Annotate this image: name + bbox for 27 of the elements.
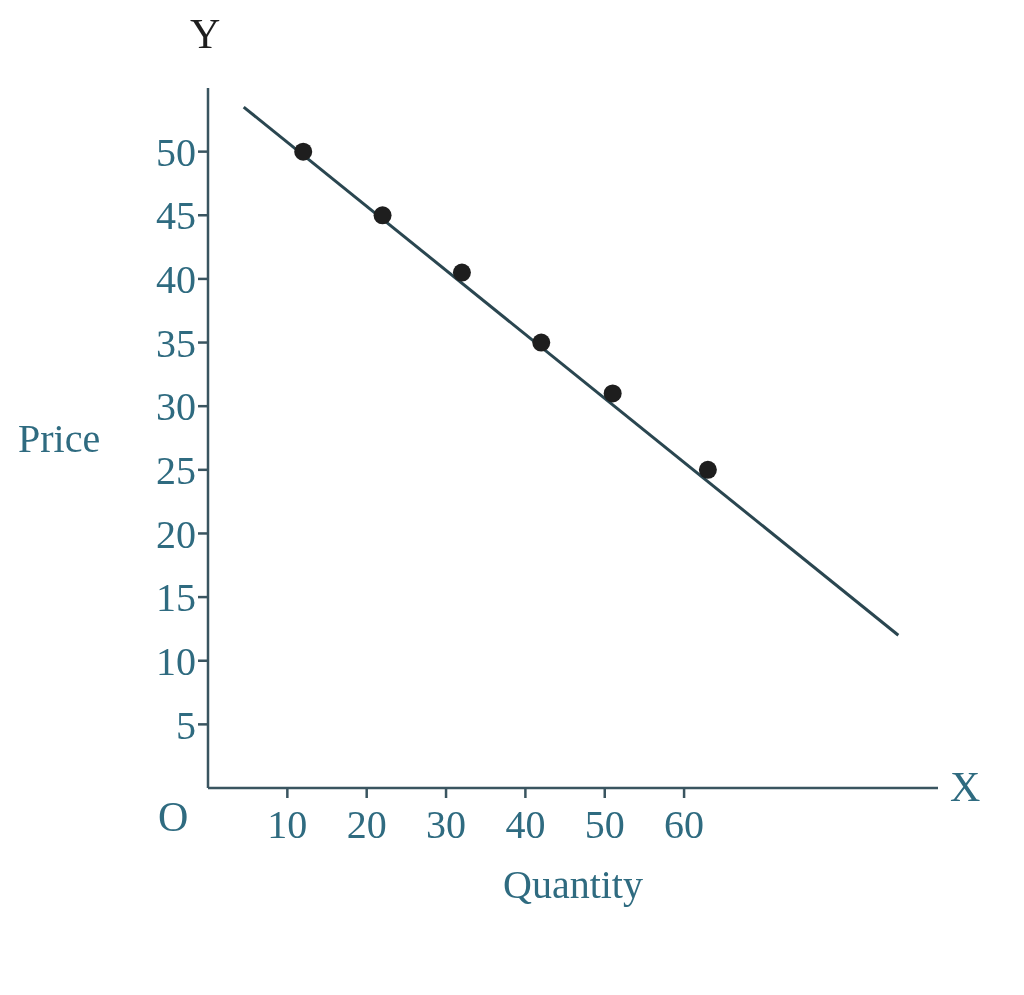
y-tick-label: 20 <box>156 511 196 557</box>
y-tick-label: 25 <box>156 448 196 494</box>
y-tick-label: 40 <box>156 257 196 303</box>
point <box>294 142 313 161</box>
point <box>698 460 717 479</box>
x-axis-title: Quantity <box>503 862 643 907</box>
point <box>603 384 622 403</box>
point <box>532 333 551 352</box>
x-tick-label: 50 <box>584 802 625 848</box>
y-tick-label: 35 <box>156 320 196 366</box>
point <box>452 263 471 282</box>
x-tick-label: 30 <box>426 802 467 848</box>
x-tick-label: 10 <box>267 802 308 848</box>
y-tick-label: 15 <box>156 575 196 621</box>
y-tick-label: 10 <box>156 638 196 684</box>
x-tick-label: 60 <box>664 802 705 848</box>
x-tick-label: 40 <box>505 802 546 848</box>
y-tick-label: 50 <box>156 129 196 175</box>
y-tick-label: 5 <box>176 702 196 748</box>
text: O <box>158 794 189 840</box>
y-tick-label: 45 <box>156 193 196 239</box>
text: X <box>950 764 981 810</box>
y-axis-title: Price <box>18 416 101 462</box>
y-tick-label: 30 <box>156 384 196 430</box>
text: Y <box>190 11 221 57</box>
x-tick-label: 20 <box>346 802 387 848</box>
point <box>373 206 392 225</box>
